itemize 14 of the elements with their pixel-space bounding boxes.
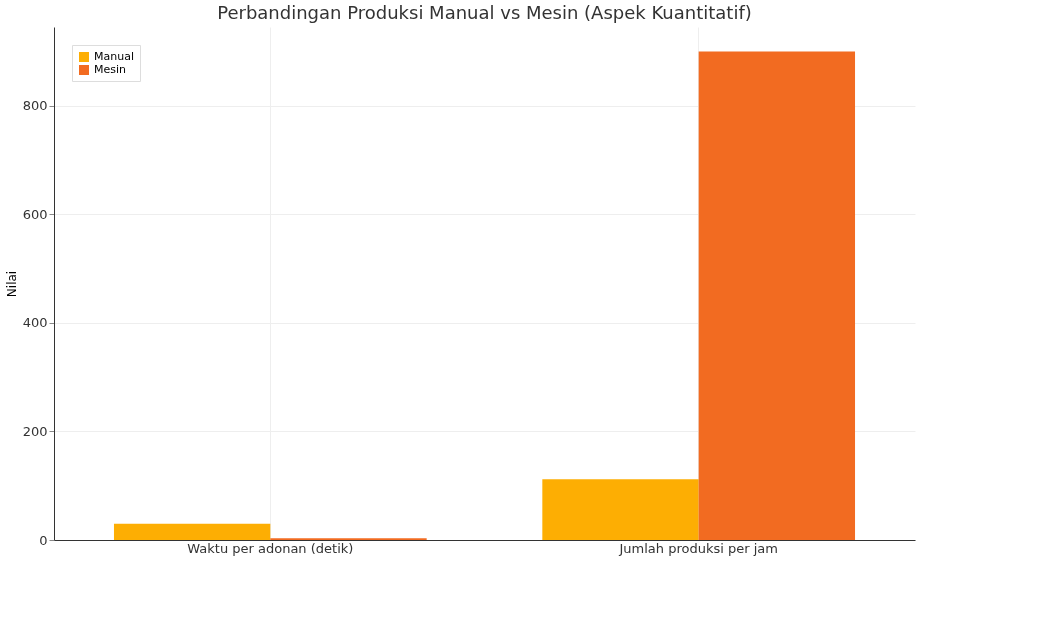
y-tick-label: 400 xyxy=(22,315,48,331)
y-tick-label: 200 xyxy=(22,423,48,439)
x-tick-label: Waktu per adonan (detik) xyxy=(187,540,354,556)
bar xyxy=(113,523,271,540)
bar xyxy=(698,51,856,540)
y-tick-label: 800 xyxy=(22,98,48,114)
legend-label: Manual xyxy=(94,50,134,63)
y-tick-label: 0 xyxy=(39,532,48,548)
bar xyxy=(542,479,699,540)
y-axis-title: Nilai xyxy=(4,270,19,298)
chart-title: Perbandingan Produksi Manual vs Mesin (Aspek Kuantitatif) xyxy=(217,2,752,23)
y-tick-label: 600 xyxy=(22,206,48,222)
legend-label: Mesin xyxy=(94,63,127,76)
x-tick-label: Jumlah produksi per jam xyxy=(618,540,778,556)
